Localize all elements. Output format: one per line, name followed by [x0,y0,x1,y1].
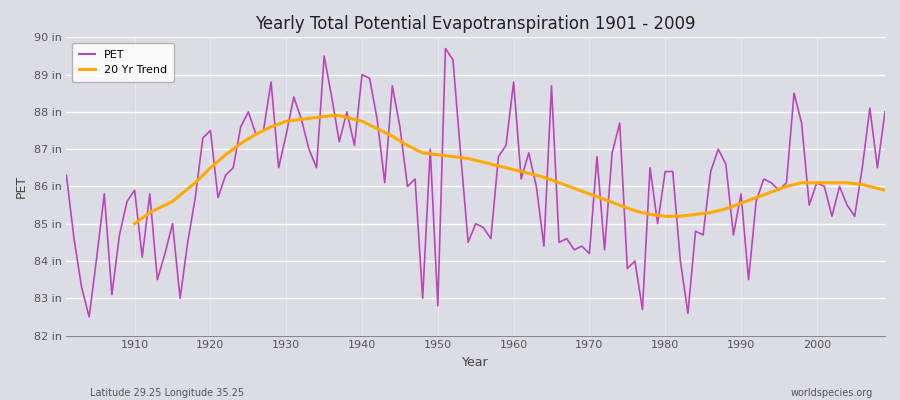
Text: Latitude 29.25 Longitude 35.25: Latitude 29.25 Longitude 35.25 [90,388,244,398]
Title: Yearly Total Potential Evapotranspiration 1901 - 2009: Yearly Total Potential Evapotranspiratio… [256,15,696,33]
Y-axis label: PET: PET [15,175,28,198]
Legend: PET, 20 Yr Trend: PET, 20 Yr Trend [72,43,174,82]
Text: worldspecies.org: worldspecies.org [791,388,873,398]
X-axis label: Year: Year [463,356,489,369]
